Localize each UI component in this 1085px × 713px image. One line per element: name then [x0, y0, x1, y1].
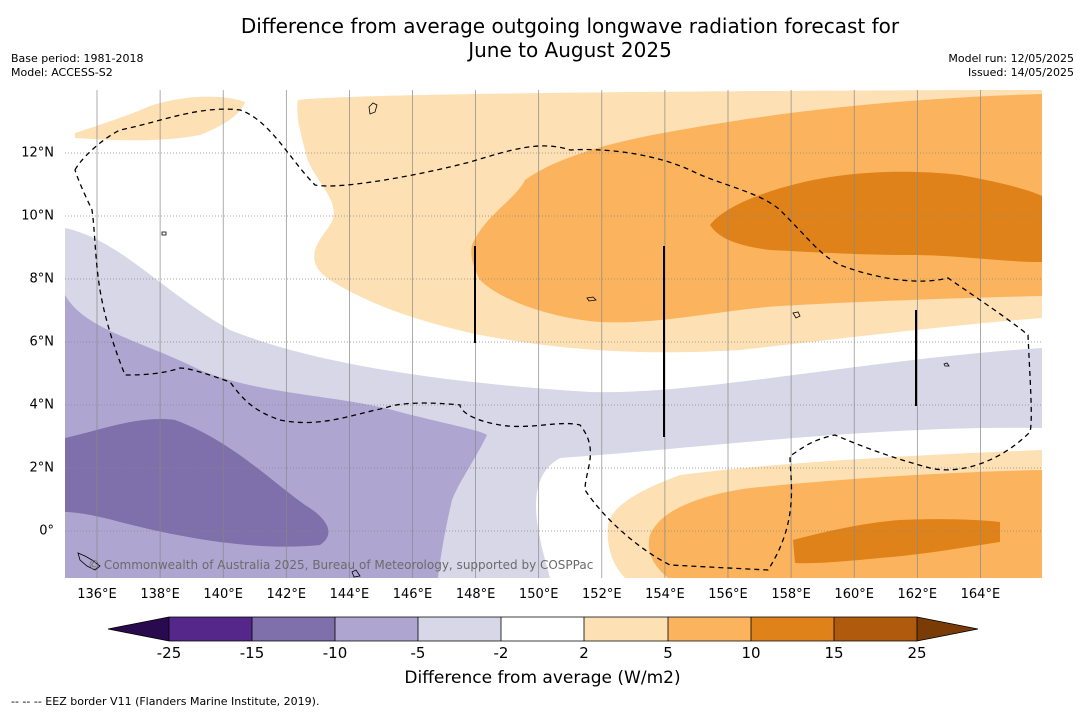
- colorbar-overflow: [917, 617, 978, 641]
- x-tick-label: 138°E: [140, 587, 180, 602]
- y-tick-label: 4°N: [29, 397, 55, 413]
- x-tick-label: 156°E: [708, 587, 748, 602]
- colorbar-tick-label: -10: [322, 644, 348, 662]
- y-tick-label: 8°N: [29, 271, 55, 287]
- x-tick-label: 148°E: [455, 587, 496, 602]
- colorbar-tick-label: -5: [410, 644, 426, 662]
- meta-right: Model run: 12/05/2025 Issued: 14/05/2025: [948, 52, 1074, 80]
- eez-legend-footnote: -- -- -- EEZ border V11 (Flanders Marine…: [11, 695, 320, 708]
- base-period: Base period: 1981-2018: [11, 52, 144, 65]
- colorbar-swatch-5: [501, 617, 584, 641]
- colorbar-outline: [107, 616, 979, 642]
- colorbar-underflow: [108, 617, 169, 641]
- x-tick-label: 162°E: [897, 587, 938, 602]
- y-tick-label: 12°N: [21, 145, 54, 161]
- colorbar-tick-label: 15: [824, 644, 844, 662]
- issued-date: Issued: 14/05/2025: [967, 66, 1074, 79]
- x-tick-label: 160°E: [834, 587, 874, 602]
- colorbar-swatch-3: [335, 617, 418, 641]
- eez-border: [74, 108, 1032, 571]
- model-run: Model run: 12/05/2025: [948, 52, 1074, 65]
- colorbar-tick-label: -25: [156, 644, 182, 662]
- colorbar-swatch-9: [834, 617, 917, 641]
- y-tick-label: 2°N: [29, 460, 55, 476]
- x-tick-label: 164°E: [960, 587, 1001, 602]
- copyright-notice: © Commonwealth of Australia 2025, Bureau…: [88, 558, 594, 572]
- colorbar-tick-label: -2: [493, 644, 509, 662]
- latitude-gridlines: [65, 152, 1042, 532]
- x-tick-label: 142°E: [266, 587, 307, 602]
- colorbar-swatch-8: [751, 617, 834, 641]
- colorbar-swatch-2: [252, 617, 335, 641]
- x-tick-label: 152°E: [582, 587, 622, 602]
- colorbar-tick-label: -15: [239, 644, 265, 662]
- x-tick-label: 154°E: [645, 587, 685, 602]
- x-tick-label: 136°E: [77, 587, 117, 602]
- x-tick-label: 144°E: [329, 587, 370, 602]
- map-panel: [65, 90, 1042, 578]
- x-tick-label: 150°E: [518, 587, 559, 602]
- x-tick-label: 146°E: [392, 587, 433, 602]
- colorbar-swatch-1: [169, 617, 252, 641]
- band-10-to-15-north: [710, 171, 1042, 262]
- colorbar-tick-label: 10: [741, 644, 761, 662]
- map-title: Difference from average outgoing longwav…: [0, 14, 1085, 62]
- x-tick-label: 158°E: [771, 587, 811, 602]
- colorbar-tick-label: 2: [579, 644, 589, 662]
- colorbar: [107, 616, 979, 642]
- title-line-2: June to August 2025: [468, 38, 672, 62]
- meta-left: Base period: 1981-2018 Model: ACCESS-S2: [11, 52, 143, 80]
- colorbar-label: Difference from average (W/m2): [404, 668, 681, 688]
- colorbar-swatch-4: [418, 617, 501, 641]
- y-tick-label: 6°N: [29, 334, 55, 350]
- band-5-to-10-south: [648, 470, 1042, 578]
- y-tick-label: 0°: [39, 523, 54, 539]
- x-tick-label: 140°E: [203, 587, 243, 602]
- islands: [77, 102, 950, 578]
- colorbar-swatch-6: [584, 617, 668, 641]
- model-name: Model: ACCESS-S2: [11, 66, 113, 79]
- colorbar-tick-label: 25: [907, 644, 927, 662]
- colorbar-swatch-7: [668, 617, 751, 641]
- band-10-to-15-south: [793, 519, 1000, 564]
- y-tick-label: 10°N: [21, 208, 54, 224]
- colorbar-tick-label: 5: [663, 644, 673, 662]
- title-line-1: Difference from average outgoing longwav…: [240, 14, 900, 38]
- band-minus10-to-minus15: [65, 419, 329, 547]
